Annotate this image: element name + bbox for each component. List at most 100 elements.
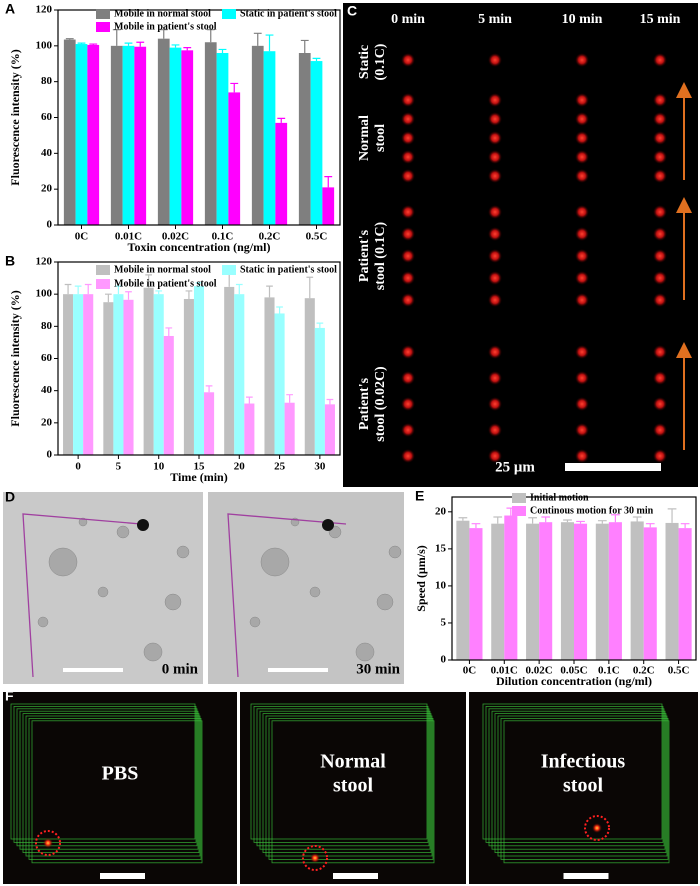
microsphere — [488, 112, 502, 126]
x-tick-label: 0.5C — [306, 231, 328, 243]
error-bar — [265, 34, 274, 52]
error-bar — [680, 523, 690, 529]
bar — [665, 522, 679, 660]
debris — [143, 642, 163, 662]
bar — [183, 298, 194, 455]
bar — [314, 327, 325, 455]
x-axis-label: Time (min) — [170, 470, 227, 484]
bar — [310, 61, 323, 225]
y-tick-label: 20 — [41, 183, 53, 195]
error-bar — [266, 285, 273, 298]
bar — [122, 45, 135, 226]
microsphere — [488, 53, 502, 67]
error-bar — [324, 176, 333, 188]
panel-letter: D — [5, 489, 15, 505]
y-tick-label: 80 — [41, 320, 53, 332]
error-bar — [145, 274, 152, 288]
trajectory — [262, 713, 432, 853]
legend-swatch — [222, 265, 236, 275]
debris — [309, 586, 321, 598]
microsphere — [401, 227, 415, 241]
bar — [234, 294, 245, 455]
scale-bar — [333, 873, 378, 879]
debris — [48, 547, 78, 577]
error-bar — [246, 396, 253, 404]
legend-swatch — [222, 9, 236, 19]
y-tick-label: 60 — [41, 352, 53, 364]
microsphere — [575, 53, 589, 67]
microsphere — [653, 112, 667, 126]
error-bar — [112, 29, 121, 46]
x-tick-label: 0.1C — [598, 665, 620, 677]
microsphere — [575, 205, 589, 219]
microsphere — [401, 205, 415, 219]
debris — [97, 586, 109, 598]
micromotor — [137, 519, 149, 531]
x-tick-label: 25 — [274, 461, 286, 473]
bar — [539, 522, 553, 660]
microsphere — [653, 150, 667, 164]
microsphere — [653, 397, 667, 411]
bar — [216, 53, 229, 225]
sample-label: stool — [333, 775, 373, 797]
y-axis-label: Speed (μm/s) — [414, 545, 428, 611]
microsphere — [653, 227, 667, 241]
scale-bar — [63, 668, 123, 672]
microsphere — [401, 53, 415, 67]
row-label: stool (0.02C) — [373, 366, 388, 442]
trajectory — [491, 710, 666, 850]
bar — [678, 528, 692, 660]
x-tick-label: 30 — [314, 461, 326, 473]
error-bar — [300, 39, 309, 53]
panel-letter: F — [5, 688, 14, 704]
time-label: 0 min — [162, 661, 199, 677]
error-bar — [645, 523, 655, 528]
column-label: 15 min — [640, 12, 681, 27]
microsphere — [488, 423, 502, 437]
y-tick-label: 20 — [41, 416, 53, 428]
panel-letter: E — [415, 488, 424, 504]
legend-label: Mobile in normal stool — [114, 264, 211, 275]
y-tick-label: 0 — [47, 449, 53, 461]
error-bar — [253, 32, 262, 46]
sample-label: Infectious — [541, 751, 626, 773]
microsphere — [401, 249, 415, 263]
bar — [504, 515, 518, 660]
x-tick-label: 0C — [75, 231, 89, 243]
microsphere — [401, 371, 415, 385]
error-bar — [74, 285, 82, 295]
x-tick-label: 0.02C — [526, 665, 553, 677]
x-tick-label: 0.5C — [668, 665, 690, 677]
scale-bar — [268, 668, 328, 672]
bar — [322, 187, 335, 225]
microsphere — [575, 169, 589, 183]
debris — [176, 545, 190, 559]
error-bar — [316, 322, 324, 328]
trajectory — [500, 718, 669, 860]
trajectory — [253, 706, 429, 843]
microsphere — [653, 53, 667, 67]
time-label: 30 min — [356, 661, 400, 677]
bar — [608, 522, 622, 660]
microsphere — [653, 205, 667, 219]
bar — [110, 45, 123, 226]
microsphere — [401, 293, 415, 307]
legend-label: Mobile in patient's stool — [114, 278, 217, 289]
trajectory — [485, 706, 664, 843]
micromotor — [43, 838, 53, 848]
microsphere — [575, 131, 589, 145]
microsphere — [488, 345, 502, 359]
marker-circle — [302, 845, 328, 871]
error-bar — [286, 394, 293, 403]
row-label: Patient's — [357, 377, 372, 430]
error-bar — [171, 44, 180, 48]
trajectory — [259, 710, 431, 850]
bar — [244, 403, 255, 455]
bar — [456, 520, 470, 660]
x-tick-label: 0C — [463, 665, 477, 677]
microsphere — [575, 397, 589, 411]
scale-bar — [563, 873, 609, 879]
debris — [376, 593, 394, 611]
bar — [83, 294, 94, 455]
error-bar — [326, 398, 334, 405]
